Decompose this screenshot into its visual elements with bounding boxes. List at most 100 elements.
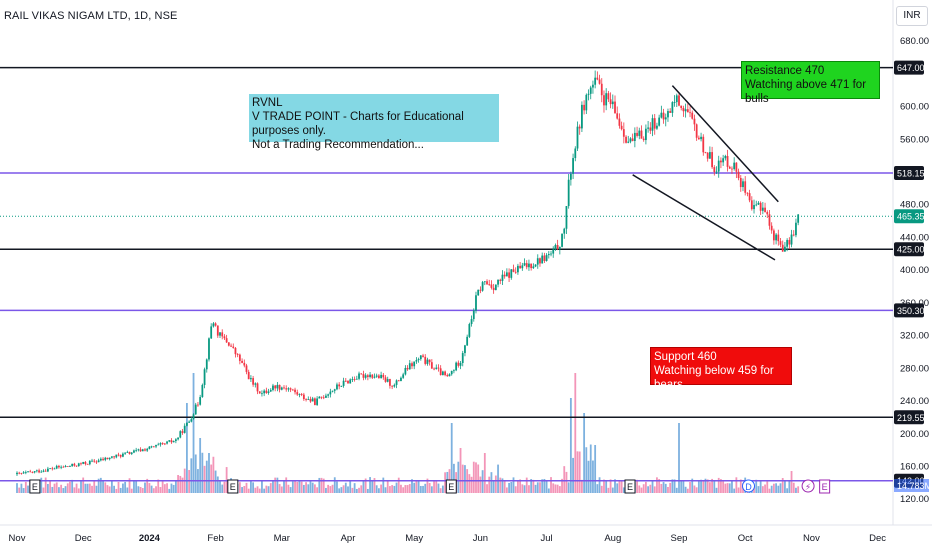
candle-body xyxy=(669,111,672,113)
chart-title: RAIL VIKAS NIGAM LTD, 1D, NSE xyxy=(4,10,178,22)
volume-bar xyxy=(565,471,568,493)
candle-body xyxy=(636,132,638,136)
candle-body xyxy=(309,399,312,402)
candle-body xyxy=(241,360,243,363)
candle-body xyxy=(278,384,281,390)
candle-body xyxy=(360,373,363,375)
volume-bar xyxy=(737,487,740,493)
trendline xyxy=(671,85,779,203)
candle-body xyxy=(521,265,524,269)
volume-bar xyxy=(790,471,793,493)
candle-body xyxy=(702,136,705,153)
candle-body xyxy=(779,241,782,245)
candle-body xyxy=(66,466,69,467)
candle-body xyxy=(353,379,356,380)
candle-body xyxy=(759,202,762,211)
candle-body xyxy=(631,138,634,141)
volume-bar xyxy=(695,487,698,493)
candle-body xyxy=(380,374,382,379)
volume-bar xyxy=(66,483,69,493)
earnings-marker xyxy=(29,479,41,494)
candle-body xyxy=(574,148,577,159)
candle-body xyxy=(366,375,369,378)
volume-bar xyxy=(517,480,519,493)
event-marker-glyph: E xyxy=(822,482,828,492)
candle-body xyxy=(470,319,473,325)
candle-body xyxy=(503,274,506,277)
candle-body xyxy=(389,379,391,386)
candle-body xyxy=(558,246,561,250)
candle-body xyxy=(556,245,559,250)
candle-body xyxy=(362,374,365,378)
candle-body xyxy=(71,463,74,467)
volume-bar xyxy=(651,481,654,493)
volume-bar xyxy=(24,481,27,493)
candle-body xyxy=(84,461,87,464)
volume-bar xyxy=(530,479,533,493)
candle-body xyxy=(225,338,228,343)
candle-body xyxy=(757,202,760,205)
volume-bar xyxy=(53,483,56,493)
candle-body xyxy=(75,465,78,467)
candle-body xyxy=(530,263,533,269)
level-label: 518.15 xyxy=(897,169,925,179)
currency-selector[interactable]: INR xyxy=(896,6,928,26)
candle-body xyxy=(250,378,252,380)
candle-body xyxy=(320,396,323,398)
candle-body xyxy=(629,138,632,142)
candle-body xyxy=(261,393,263,395)
volume-bar xyxy=(130,488,133,493)
candle-body xyxy=(44,470,47,472)
volume-bar xyxy=(287,484,290,493)
candle-body xyxy=(141,449,144,452)
candle-body xyxy=(135,449,138,451)
volume-bar xyxy=(93,480,96,493)
candle-body xyxy=(201,384,204,398)
candle-body xyxy=(651,118,654,131)
volume-bar xyxy=(347,486,349,493)
resistance-note[interactable]: Resistance 470 Watching above 471 for bu… xyxy=(741,61,880,105)
candle-body xyxy=(208,338,210,360)
candle-body xyxy=(517,265,519,273)
level-label: 425.00 xyxy=(897,245,925,255)
candle-body xyxy=(406,367,409,370)
candle-body xyxy=(660,112,663,118)
volume-bar xyxy=(678,423,680,493)
y-tick-label: 560.00 xyxy=(900,134,929,145)
volume-bar xyxy=(179,475,182,493)
volume-bar xyxy=(113,485,115,493)
candle-body xyxy=(775,234,777,241)
volume-bar xyxy=(325,487,327,493)
volume-bar xyxy=(46,483,49,493)
candle-body xyxy=(737,171,740,179)
support-note[interactable]: Support 460 Watching below 459 for bears xyxy=(650,347,792,391)
volume-bar xyxy=(713,480,716,493)
candle-body xyxy=(784,246,786,252)
volume-bar xyxy=(16,483,18,493)
candle-body xyxy=(468,324,471,337)
candle-body xyxy=(541,255,544,264)
candle-body xyxy=(519,265,522,269)
volume-bar xyxy=(177,475,179,493)
volume-bar xyxy=(512,477,515,493)
volume-bar xyxy=(611,487,614,493)
volume-bar xyxy=(250,480,252,493)
education-note[interactable]: RVNL V TRADE POINT - Charts for Educatio… xyxy=(249,94,499,151)
volume-bar xyxy=(510,482,513,493)
candle-body xyxy=(435,367,438,370)
candle-body xyxy=(404,367,407,375)
candle-body xyxy=(620,125,623,130)
level-label: 350.30 xyxy=(897,306,925,316)
candle-body xyxy=(342,380,345,386)
candle-body xyxy=(475,295,477,311)
volume-bar xyxy=(592,460,594,493)
candle-body xyxy=(795,222,797,236)
volume-bar xyxy=(157,479,160,493)
candle-body xyxy=(505,272,508,277)
volume-bar xyxy=(647,486,650,493)
candle-body xyxy=(214,323,217,326)
volume-bar xyxy=(300,481,303,493)
candle-body xyxy=(713,167,716,172)
